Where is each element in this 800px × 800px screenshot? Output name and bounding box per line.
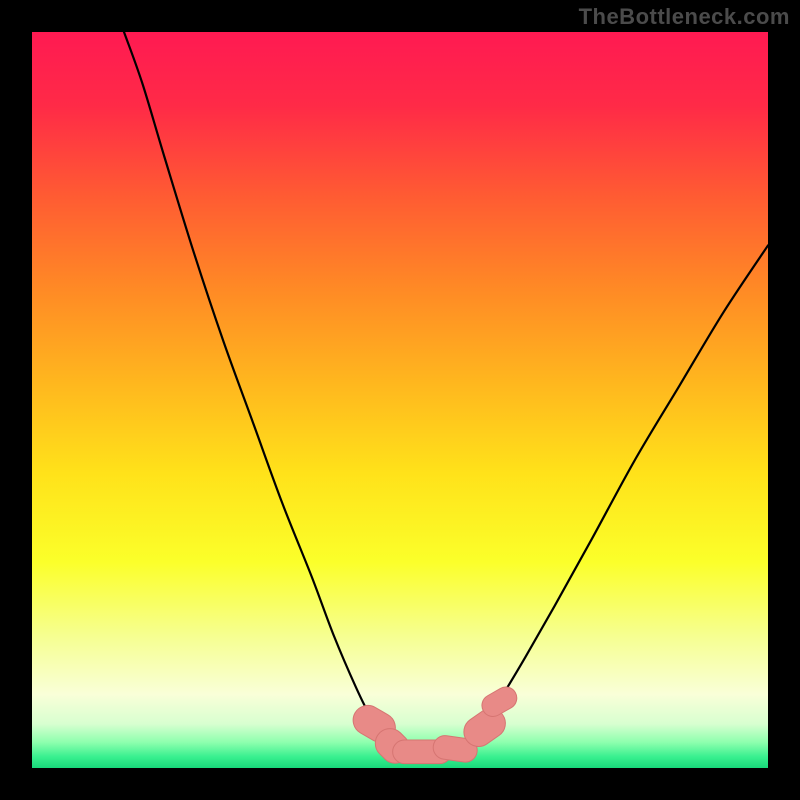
chart-container: TheBottleneck.com [0,0,800,800]
watermark-text: TheBottleneck.com [579,4,790,30]
plot-background [32,32,768,768]
chart-svg [0,0,800,800]
